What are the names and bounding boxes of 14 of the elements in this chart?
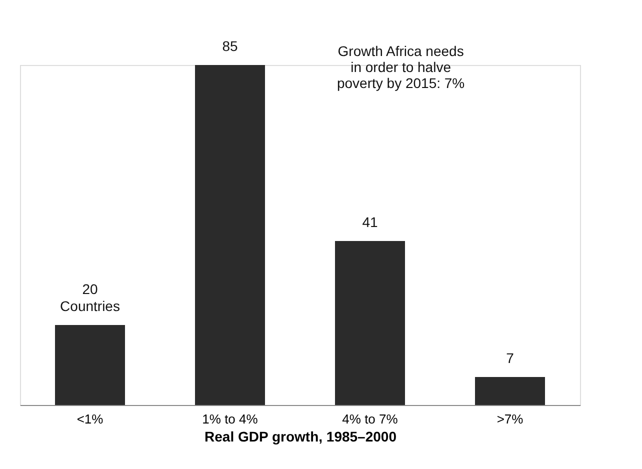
- annotation: Growth Africa needs in order to halve poverty by 2015: 7%: [336, 43, 465, 91]
- data-label: 20 Countries: [60, 281, 120, 314]
- x-tick-label: <1%: [76, 412, 104, 426]
- bar: [335, 241, 405, 405]
- bar: [475, 377, 545, 405]
- data-label: 7: [506, 350, 514, 366]
- bar: [195, 65, 265, 405]
- x-tick-label: 4% to 7%: [342, 412, 398, 426]
- x-tick-label: 1% to 4%: [202, 412, 258, 426]
- data-label: 85: [222, 38, 238, 54]
- data-label: 41: [362, 214, 378, 230]
- bar: [55, 325, 125, 405]
- x-tick-label: >7%: [496, 412, 524, 426]
- x-axis-title: Real GDP growth, 1985–2000: [204, 428, 397, 444]
